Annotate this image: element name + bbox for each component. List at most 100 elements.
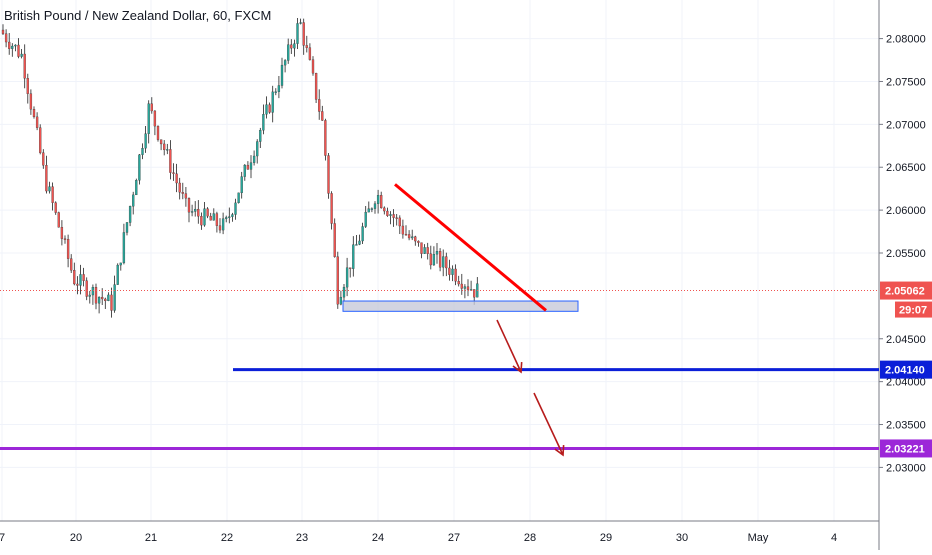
candle-body <box>327 155 330 194</box>
descending-trendline <box>394 183 547 312</box>
candle-body <box>262 114 265 131</box>
target-level-tag <box>880 439 932 458</box>
candle-body <box>32 109 36 118</box>
x-tick-label: May <box>748 532 769 544</box>
candle-body <box>445 256 448 269</box>
candle-body <box>147 103 150 134</box>
candle-body <box>401 225 405 235</box>
x-tick-label: 28 <box>524 532 536 544</box>
candle-body <box>35 116 39 128</box>
x-tick-label: 27 <box>448 532 460 544</box>
candle-body <box>454 268 457 282</box>
x-tick-label: 20 <box>70 532 82 544</box>
candle-body <box>63 238 67 240</box>
y-tick-label: 2.04500 <box>886 334 926 346</box>
x-tick-label: 23 <box>296 532 308 544</box>
candle-body <box>190 211 194 213</box>
candle-body <box>333 223 336 257</box>
candle-body <box>215 213 219 226</box>
candle-body <box>398 217 401 227</box>
candle-body <box>324 120 327 156</box>
x-tick-label: 30 <box>676 532 688 544</box>
candle-body <box>249 162 253 170</box>
candle-body <box>153 110 157 127</box>
candle-body <box>57 212 60 228</box>
candle-body <box>314 73 318 100</box>
candle-body <box>101 296 104 300</box>
candle-body <box>460 283 463 289</box>
candle-body <box>110 294 113 311</box>
candle-body <box>231 214 234 217</box>
candle-body <box>330 193 333 224</box>
candle-body <box>345 267 349 288</box>
candle-body <box>451 268 454 275</box>
candle-body <box>423 247 426 254</box>
candle-body <box>218 225 222 231</box>
candle-body <box>293 43 296 49</box>
candle-body <box>411 236 414 239</box>
candle-body <box>39 127 42 153</box>
current-price-label: 2.05062 <box>885 286 925 298</box>
candle-body <box>457 281 460 285</box>
candle-body <box>383 207 386 212</box>
candle-body <box>442 256 445 268</box>
candle-body <box>169 149 172 173</box>
projection-arrow <box>533 392 564 456</box>
candle-body <box>194 208 197 212</box>
candle-body <box>237 192 240 204</box>
candle-body <box>299 22 302 24</box>
projection-arrow <box>496 319 522 373</box>
candle-body <box>135 180 138 196</box>
candle-body <box>156 125 160 140</box>
candle-body <box>389 214 392 216</box>
candle-body <box>246 164 250 170</box>
candle-body <box>311 59 315 74</box>
candle-body <box>417 240 420 243</box>
candle-body <box>203 208 206 226</box>
candle-body <box>14 44 17 47</box>
candle-body <box>166 149 169 151</box>
x-tick-label: 4 <box>831 532 837 544</box>
candle-body <box>178 182 181 193</box>
candle-body <box>144 133 147 149</box>
candle-body <box>277 85 281 92</box>
candle-body <box>429 253 432 266</box>
candle-body <box>107 294 110 302</box>
candle-body <box>321 111 324 121</box>
candle-body <box>386 210 389 216</box>
candle-body <box>82 274 85 281</box>
candle-body <box>221 218 225 231</box>
candle-body <box>271 91 274 113</box>
candle-body <box>380 195 383 209</box>
current-price-tag <box>880 281 932 300</box>
candle-body <box>414 236 417 242</box>
candle-body <box>364 211 367 227</box>
y-tick-label: 2.07000 <box>886 119 926 131</box>
candle-body <box>435 251 439 255</box>
candle-body <box>97 296 101 304</box>
candle-body <box>132 194 135 207</box>
y-tick-label: 2.06000 <box>886 205 926 217</box>
candle-body <box>256 141 259 157</box>
candle-body <box>76 283 79 286</box>
candle-body <box>376 195 380 204</box>
candle-body <box>259 130 262 142</box>
candle-body <box>138 154 141 181</box>
y-tick-label: 2.07500 <box>886 76 926 88</box>
support-zone <box>342 300 579 312</box>
candle-body <box>85 280 88 297</box>
candle-body <box>283 60 287 66</box>
y-tick-label: 2.03500 <box>886 420 926 432</box>
candle-body <box>234 202 237 215</box>
candle-body <box>141 148 144 155</box>
candle-body <box>243 164 246 177</box>
x-tick-label: 29 <box>600 532 612 544</box>
candle-body <box>252 155 256 163</box>
candle-body <box>175 173 178 184</box>
candle-body <box>228 216 231 218</box>
candle-body <box>240 176 243 194</box>
candle-body <box>113 284 116 311</box>
